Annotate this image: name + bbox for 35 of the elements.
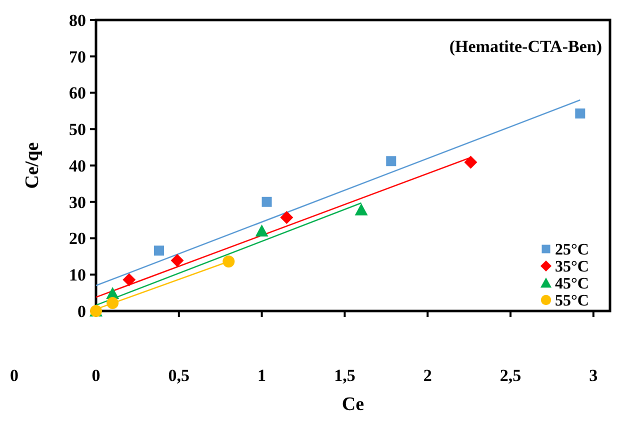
x-tick-label: 0,5 bbox=[168, 366, 190, 385]
y-tick-label: 20 bbox=[69, 229, 86, 248]
point bbox=[170, 254, 184, 267]
point bbox=[106, 296, 119, 309]
legend-label: 35°C bbox=[555, 258, 589, 276]
y-tick-label: 0 bbox=[78, 302, 86, 321]
point bbox=[354, 203, 368, 216]
point bbox=[122, 273, 136, 286]
y-axis-title: Ce/qe bbox=[22, 142, 43, 189]
x-tick-label: 2 bbox=[423, 366, 432, 385]
y-tick-label: 80 bbox=[69, 10, 86, 30]
x-tick-label: 0 bbox=[92, 366, 100, 385]
x-tick-label: 1 bbox=[258, 366, 266, 385]
point bbox=[280, 211, 294, 224]
x-tick-label: 2,5 bbox=[500, 366, 522, 385]
point bbox=[154, 246, 164, 256]
y-tick-label: 60 bbox=[69, 84, 86, 103]
legend-label: 55°C bbox=[555, 292, 589, 310]
legend-label: 25°C bbox=[555, 242, 589, 259]
point bbox=[464, 156, 478, 169]
legend-label: 45°C bbox=[555, 276, 589, 293]
y-tick-label: 10 bbox=[69, 266, 86, 285]
point bbox=[255, 224, 268, 236]
point bbox=[262, 196, 272, 207]
y-tick-label: 30 bbox=[69, 192, 86, 212]
y-tick-label: 40 bbox=[69, 156, 86, 176]
text: (Hematite-CTA-Ben) bbox=[449, 37, 602, 56]
y-tick-label: 70 bbox=[69, 47, 86, 66]
point bbox=[575, 108, 586, 118]
x-axis-title: Ce bbox=[342, 394, 364, 415]
y-tick-label: 50 bbox=[69, 120, 86, 140]
point bbox=[222, 256, 235, 268]
point bbox=[386, 156, 396, 166]
x-tick-label: 1,5 bbox=[334, 366, 356, 385]
x-tick-label: 3 bbox=[589, 366, 598, 385]
